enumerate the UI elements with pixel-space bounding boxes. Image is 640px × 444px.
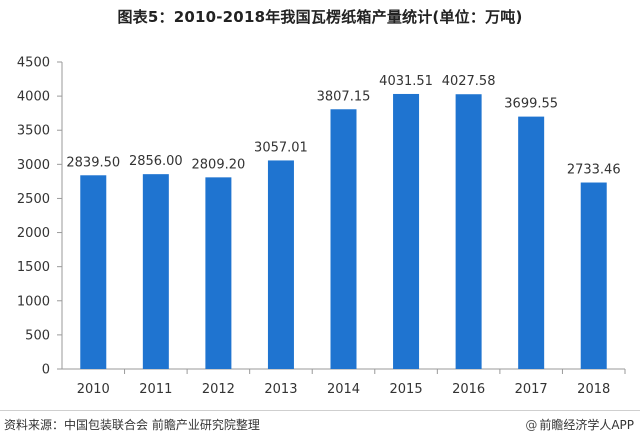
- y-tick-label: 2500: [17, 192, 50, 207]
- bar: [393, 93, 420, 369]
- bar-chart: 0 500 1000 1500 2000 2500 3000 3500 4000 4500 2839…: [17, 56, 626, 397]
- data-label: 4027.58: [442, 74, 496, 89]
- data-label: 2856.00: [129, 154, 183, 169]
- bar: [518, 116, 545, 369]
- x-tick-label: 2015: [390, 382, 423, 397]
- footer-divider: [0, 410, 640, 411]
- bar: [80, 175, 107, 369]
- y-tick-label: 2000: [17, 226, 50, 241]
- source-note: 资料来源：中国包装联合会 前瞻产业研究院整理: [4, 418, 260, 432]
- brand-credit: @ 前瞻经济学人APP: [525, 416, 634, 433]
- x-tick-label: 2014: [327, 382, 360, 397]
- data-label: 2839.50: [66, 155, 120, 170]
- bar: [267, 160, 294, 369]
- x-tick-label: 2016: [452, 382, 485, 397]
- x-tick-label: 2018: [577, 382, 610, 397]
- x-tick-label: 2010: [77, 382, 110, 397]
- bar: [330, 109, 357, 370]
- brand-label: 前瞻经济学人APP: [539, 418, 634, 432]
- data-label: 2733.46: [567, 163, 621, 178]
- chart-title: 图表5：2010-2018年我国瓦楞纸箱产量统计(单位：万吨): [117, 8, 523, 26]
- y-tick-label: 0: [42, 363, 50, 378]
- bar: [142, 174, 169, 369]
- bar: [580, 182, 607, 369]
- x-tick-label: 2011: [139, 382, 172, 397]
- data-label: 4031.51: [379, 74, 433, 89]
- y-tick-label: 3000: [17, 158, 50, 173]
- data-label: 3057.01: [254, 140, 308, 155]
- bar: [205, 177, 232, 369]
- y-tick-label: 1500: [17, 260, 50, 275]
- data-label: 3699.55: [504, 97, 558, 112]
- x-tick-label: 2017: [515, 382, 548, 397]
- y-tick-label: 500: [25, 328, 50, 343]
- data-label: 2809.20: [192, 157, 246, 172]
- y-tick-label: 1000: [17, 294, 50, 309]
- x-tick-label: 2012: [202, 382, 235, 397]
- bar: [455, 94, 482, 369]
- at-icon: @: [525, 417, 538, 432]
- y-tick-label: 4500: [17, 56, 50, 71]
- y-tick-label: 3500: [17, 124, 50, 139]
- y-tick-label: 4000: [17, 90, 50, 105]
- x-tick-label: 2013: [264, 382, 297, 397]
- data-label: 3807.15: [317, 89, 371, 104]
